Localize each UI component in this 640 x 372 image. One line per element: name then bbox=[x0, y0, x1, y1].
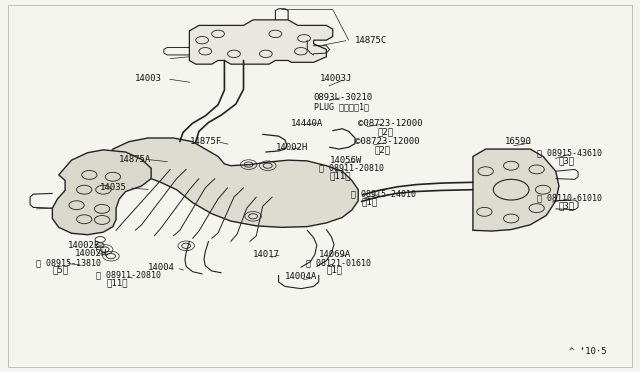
Text: 14004: 14004 bbox=[148, 263, 175, 272]
Text: 14002H: 14002H bbox=[275, 143, 308, 152]
Text: （5）: （5） bbox=[52, 266, 68, 275]
Polygon shape bbox=[189, 20, 333, 64]
Text: 14035: 14035 bbox=[100, 183, 127, 192]
Text: 14875F: 14875F bbox=[189, 137, 221, 146]
Text: 16590: 16590 bbox=[505, 137, 532, 146]
Text: 14004A: 14004A bbox=[285, 272, 317, 281]
Text: Ⓝ 08911-20810: Ⓝ 08911-20810 bbox=[96, 271, 161, 280]
Text: （2）: （2） bbox=[374, 145, 390, 154]
Text: Ⓝ 08915-13810: Ⓝ 08915-13810 bbox=[36, 258, 101, 267]
Polygon shape bbox=[473, 149, 559, 231]
Polygon shape bbox=[52, 150, 151, 235]
Text: 0893L-30210: 0893L-30210 bbox=[314, 93, 372, 102]
Text: （3）: （3） bbox=[559, 201, 575, 210]
Text: 14056W: 14056W bbox=[330, 155, 362, 165]
Text: 14002H: 14002H bbox=[75, 249, 107, 258]
Text: Ⓑ 08121-01610: Ⓑ 08121-01610 bbox=[306, 258, 371, 267]
Text: （1）: （1） bbox=[326, 266, 342, 275]
Text: 14002E: 14002E bbox=[68, 241, 100, 250]
Text: 14440A: 14440A bbox=[291, 119, 324, 128]
Text: PLUG プラグ（1）: PLUG プラグ（1） bbox=[314, 102, 369, 111]
Text: ^ ‘10·5: ^ ‘10·5 bbox=[568, 347, 606, 356]
Text: Ⓝ 08915-43610: Ⓝ 08915-43610 bbox=[537, 148, 602, 157]
Text: 14875A: 14875A bbox=[119, 155, 152, 164]
Text: Ⓝ 08911-20810: Ⓝ 08911-20810 bbox=[319, 164, 384, 173]
Text: 14003J: 14003J bbox=[320, 74, 352, 83]
Text: ©08723-12000: ©08723-12000 bbox=[355, 137, 420, 146]
Text: 14875C: 14875C bbox=[355, 36, 387, 45]
Text: （11）: （11） bbox=[330, 171, 351, 180]
Text: ©08723-12000: ©08723-12000 bbox=[358, 119, 423, 128]
Text: Ⓑ 08110-61010: Ⓑ 08110-61010 bbox=[537, 193, 602, 202]
Text: （3）: （3） bbox=[559, 156, 575, 166]
Text: （2）: （2） bbox=[378, 127, 394, 136]
Text: Ⓜ 08915-24010: Ⓜ 08915-24010 bbox=[351, 189, 415, 198]
Text: （11）: （11） bbox=[106, 278, 128, 287]
Text: 14069A: 14069A bbox=[319, 250, 351, 259]
Polygon shape bbox=[103, 138, 358, 227]
Text: 14003: 14003 bbox=[135, 74, 162, 83]
Text: 14017: 14017 bbox=[253, 250, 280, 259]
Text: 、1）: 、1） bbox=[362, 197, 378, 206]
